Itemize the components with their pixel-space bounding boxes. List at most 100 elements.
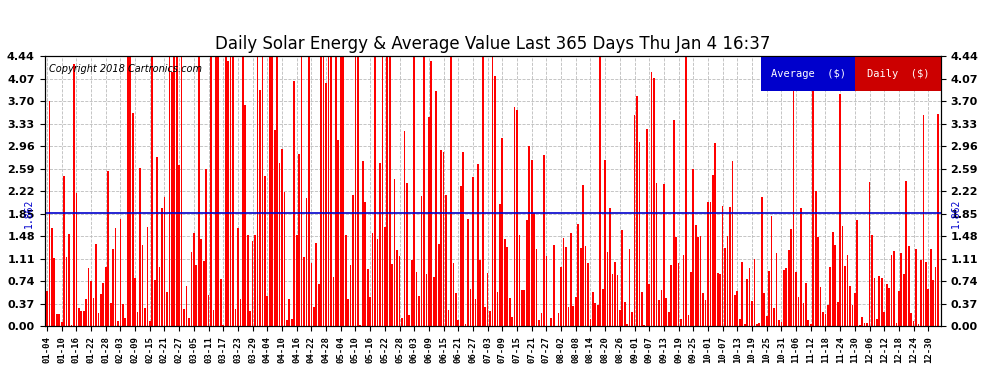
Bar <box>856 220 858 326</box>
Bar <box>673 120 674 326</box>
Bar <box>60 322 62 326</box>
Bar <box>283 192 285 326</box>
Bar <box>193 232 195 326</box>
Bar <box>888 288 890 326</box>
Bar <box>761 197 762 326</box>
Bar <box>717 273 719 326</box>
Bar <box>484 307 486 326</box>
Bar <box>166 292 167 326</box>
Bar <box>866 323 868 326</box>
Text: Copyright 2018 Cartronics.com: Copyright 2018 Cartronics.com <box>50 64 202 74</box>
Bar <box>617 276 618 326</box>
Bar <box>795 272 797 326</box>
Bar <box>690 272 692 326</box>
Bar <box>47 291 48 326</box>
Bar <box>301 56 302 326</box>
Bar <box>457 320 459 326</box>
Bar <box>930 249 932 326</box>
Bar <box>73 64 75 326</box>
Bar <box>881 278 883 326</box>
Bar <box>580 248 581 326</box>
Bar <box>502 138 503 326</box>
Bar <box>810 324 812 326</box>
Bar <box>276 56 278 326</box>
Bar <box>938 114 939 326</box>
Text: 1.862: 1.862 <box>951 198 961 228</box>
Bar <box>142 245 144 326</box>
Bar <box>773 308 775 326</box>
Bar <box>379 163 381 326</box>
Bar <box>560 267 562 326</box>
Bar <box>256 56 258 326</box>
Bar <box>316 243 317 326</box>
Bar <box>296 235 298 326</box>
Bar <box>644 325 645 326</box>
Bar <box>582 185 584 326</box>
Bar <box>364 202 366 326</box>
Bar <box>347 298 348 326</box>
Bar <box>820 287 822 326</box>
Bar <box>127 56 129 326</box>
Bar <box>462 152 464 326</box>
Bar <box>562 238 564 326</box>
Title: Daily Solar Energy & Average Value Last 365 Days Thu Jan 4 16:37: Daily Solar Energy & Average Value Last … <box>215 35 770 53</box>
Bar <box>550 318 552 326</box>
Bar <box>112 249 114 326</box>
Bar <box>552 245 554 326</box>
Bar <box>411 260 413 326</box>
Bar <box>125 318 126 326</box>
Bar <box>153 280 155 326</box>
Bar <box>156 158 158 326</box>
Bar <box>842 226 843 326</box>
Bar <box>592 292 594 326</box>
Bar <box>208 296 210 326</box>
Bar <box>80 311 82 326</box>
Bar <box>585 246 586 326</box>
Bar <box>658 300 660 326</box>
Bar <box>861 317 863 326</box>
Bar <box>240 299 242 326</box>
Bar <box>369 297 371 326</box>
Bar <box>173 56 175 326</box>
Bar <box>725 248 726 326</box>
Bar <box>443 152 445 326</box>
Bar <box>357 56 358 326</box>
Bar <box>612 274 614 326</box>
Bar <box>497 291 498 326</box>
Bar <box>115 228 117 326</box>
Bar <box>653 78 655 326</box>
Bar <box>49 101 50 326</box>
Bar <box>137 312 139 326</box>
Bar <box>55 314 57 326</box>
Bar <box>570 233 571 326</box>
Bar <box>637 96 638 326</box>
Bar <box>436 91 437 326</box>
Bar <box>825 314 827 326</box>
Bar <box>567 307 569 326</box>
Bar <box>915 249 917 326</box>
Bar <box>441 150 442 326</box>
Bar <box>105 267 107 326</box>
FancyBboxPatch shape <box>855 56 940 92</box>
Bar <box>692 169 694 326</box>
FancyBboxPatch shape <box>761 56 855 92</box>
Bar <box>832 232 834 326</box>
Bar <box>90 280 92 326</box>
Bar <box>464 324 466 326</box>
Bar <box>827 305 829 326</box>
Bar <box>678 263 679 326</box>
Bar <box>705 300 706 326</box>
Bar <box>318 284 320 326</box>
Bar <box>489 311 491 326</box>
Bar <box>391 264 393 326</box>
Bar <box>414 56 415 326</box>
Bar <box>254 236 256 326</box>
Bar <box>891 255 892 326</box>
Bar <box>477 164 479 326</box>
Bar <box>163 197 165 326</box>
Bar <box>822 312 824 326</box>
Bar <box>145 308 146 326</box>
Bar <box>675 237 677 326</box>
Bar <box>785 268 787 326</box>
Bar <box>840 94 841 326</box>
